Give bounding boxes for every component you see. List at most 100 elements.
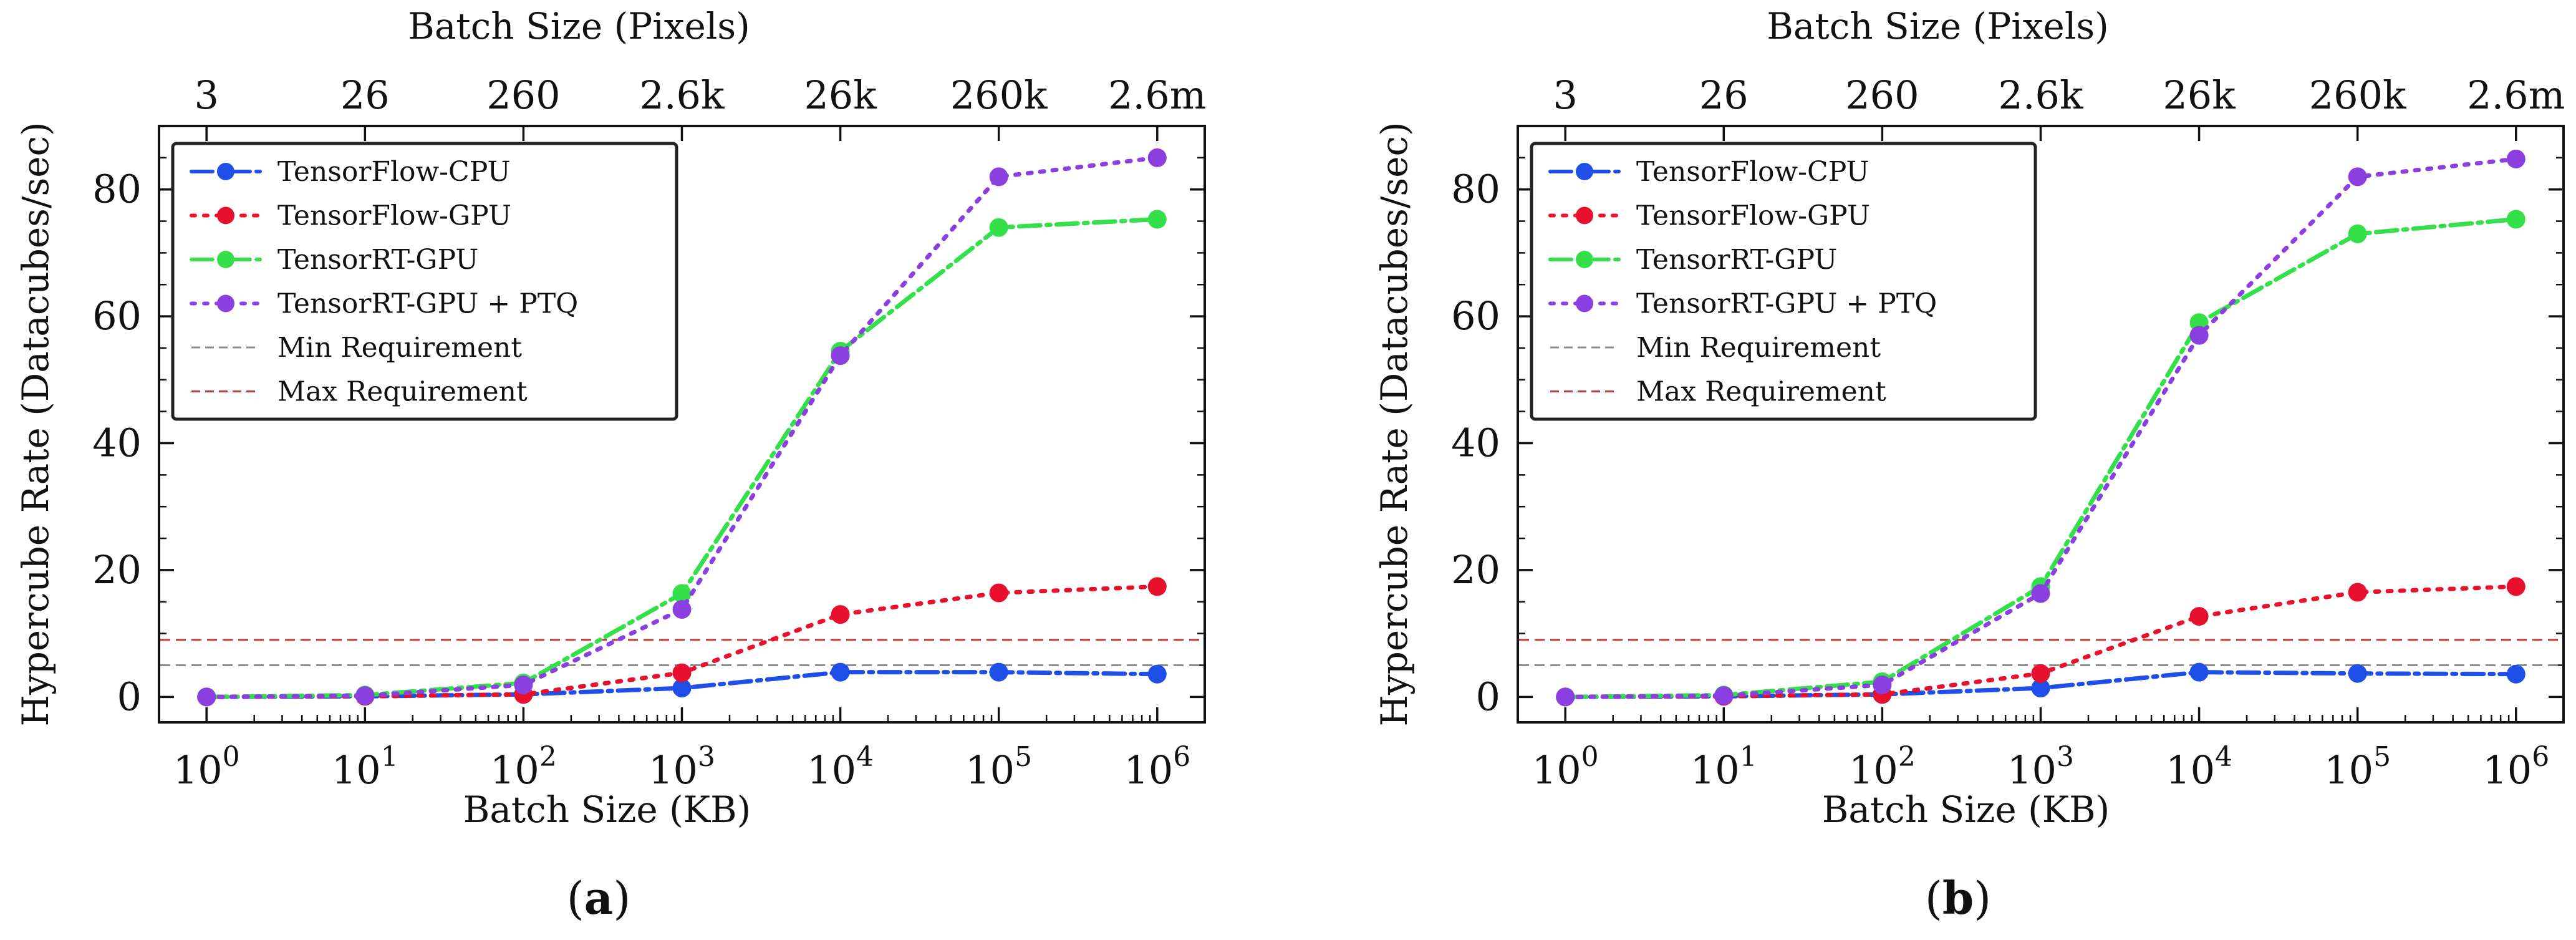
x-tick-label: 101 <box>332 741 398 793</box>
data-point <box>514 675 533 694</box>
legend-label: Max Requirement <box>1636 376 1886 408</box>
series-tensorrt-gpu-ptq <box>197 148 1167 707</box>
data-point <box>672 663 692 682</box>
data-point <box>355 686 375 705</box>
y-tick-label: 0 <box>1476 674 1500 719</box>
x-axis-title: Batch Size (KB) <box>1822 788 2110 831</box>
data-point <box>2348 664 2367 683</box>
legend-label: TensorRT-GPU <box>277 244 478 276</box>
data-point <box>1147 577 1167 596</box>
x-tick-label: 103 <box>649 741 715 793</box>
top-tick-label: 3 <box>195 72 219 118</box>
panel-caption: (a) <box>567 871 631 924</box>
top-tick-label: 2.6m <box>2467 72 2565 118</box>
x-tick-label: 106 <box>1124 741 1190 793</box>
legend-label: TensorFlow-GPU <box>1636 200 1870 232</box>
y-tick-label: 80 <box>1451 167 1500 212</box>
data-point <box>989 583 1008 603</box>
x-axis-title: Batch Size (KB) <box>463 788 751 831</box>
top-tick-label: 2.6k <box>639 72 725 118</box>
legend-marker <box>217 163 234 180</box>
data-point <box>831 605 850 624</box>
y-tick-label: 60 <box>92 293 142 339</box>
data-point <box>672 599 692 619</box>
legend-marker <box>217 294 234 313</box>
data-point <box>989 218 1008 237</box>
data-point <box>2348 167 2367 187</box>
x-tick-label: 102 <box>490 741 557 793</box>
y-axis-title: Hypercube Rate (Datacubes/sec) <box>1373 122 1416 726</box>
x-tick-label: 104 <box>807 741 874 793</box>
data-point <box>197 687 216 707</box>
data-point <box>672 584 692 603</box>
series-tensorrt-gpu-ptq <box>1556 149 2525 707</box>
data-point <box>989 167 1008 187</box>
data-point <box>2348 583 2367 602</box>
data-point <box>1556 687 1575 707</box>
data-point <box>2031 664 2050 683</box>
data-point <box>2189 607 2209 626</box>
legend-label: Min Requirement <box>277 332 522 364</box>
top-tick-label: 26k <box>804 72 877 118</box>
y-tick-label: 20 <box>1451 547 1500 593</box>
legend-label: TensorFlow-CPU <box>1636 156 1869 188</box>
legend: TensorFlow-CPU TensorFlow-GPU TensorRT-GPU… <box>171 142 678 421</box>
top-axis-title: Batch Size (Pixels) <box>408 5 750 47</box>
data-point <box>831 346 850 366</box>
top-tick-label: 260 <box>486 72 560 118</box>
top-tick-label: 26 <box>1699 72 1749 118</box>
x-tick-label: 103 <box>2007 741 2074 793</box>
data-point <box>989 662 1008 682</box>
data-point <box>2031 679 2050 698</box>
x-tick-label: 101 <box>1691 741 1757 793</box>
top-tick-label: 3 <box>1553 72 1578 118</box>
legend-box <box>171 142 678 421</box>
y-tick-label: 0 <box>117 674 142 719</box>
legend-marker <box>1576 294 1593 313</box>
legend-label: Max Requirement <box>277 376 528 408</box>
top-tick-label: 26k <box>2163 72 2236 118</box>
data-point <box>1147 210 1167 229</box>
data-point <box>2506 149 2525 168</box>
top-tick-label: 260 <box>1845 72 1919 118</box>
data-point <box>2189 662 2209 682</box>
top-tick-label: 2.6m <box>1108 72 1206 118</box>
data-point <box>1147 664 1167 684</box>
legend-label: TensorFlow-CPU <box>277 156 511 188</box>
legend-label: Min Requirement <box>1636 332 1881 364</box>
chart-panel-a: 100 101 102 103 104 105 106 0 20 40 60 80 3 26 260 2.6k… <box>14 5 1206 924</box>
chart-panel-b: 100 101 102 103 104 105 106 0 20 40 60 80 3 26 260 2.6k… <box>1373 5 2565 924</box>
legend-marker <box>217 206 234 225</box>
data-point <box>672 679 692 698</box>
panel-caption: (b) <box>1925 871 1992 924</box>
data-point <box>2189 326 2209 345</box>
legend: TensorFlow-CPU TensorFlow-GPU TensorRT-GPU… <box>1530 142 2037 421</box>
data-point <box>1873 675 1892 694</box>
data-point <box>1147 148 1167 167</box>
top-axis-title: Batch Size (Pixels) <box>1767 5 2109 47</box>
data-point <box>2506 577 2525 596</box>
legend-label: TensorRT-GPU + PTQ <box>1636 288 1937 320</box>
legend-marker <box>1576 163 1593 180</box>
x-tick-label: 100 <box>1532 741 1599 793</box>
legend-label: TensorRT-GPU + PTQ <box>277 288 578 320</box>
x-tick-label: 105 <box>965 741 1032 793</box>
data-point <box>2506 210 2525 229</box>
x-tick-label: 104 <box>2166 741 2232 793</box>
data-point <box>831 662 850 682</box>
data-point <box>1714 686 1734 705</box>
y-tick-label: 40 <box>92 420 142 466</box>
y-tick-label: 40 <box>1451 420 1500 466</box>
y-tick-label: 80 <box>92 167 142 212</box>
top-tick-label: 260k <box>950 72 1048 118</box>
x-tick-label: 102 <box>1849 741 1916 793</box>
data-point <box>2506 664 2525 684</box>
legend-label: TensorRT-GPU <box>1636 244 1837 276</box>
y-tick-label: 60 <box>1451 293 1500 339</box>
top-tick-label: 26 <box>340 72 390 118</box>
data-point <box>2348 224 2367 243</box>
x-tick-label: 105 <box>2324 741 2391 793</box>
top-tick-label: 260k <box>2309 72 2406 118</box>
y-axis-title: Hypercube Rate (Datacubes/sec) <box>14 122 57 726</box>
